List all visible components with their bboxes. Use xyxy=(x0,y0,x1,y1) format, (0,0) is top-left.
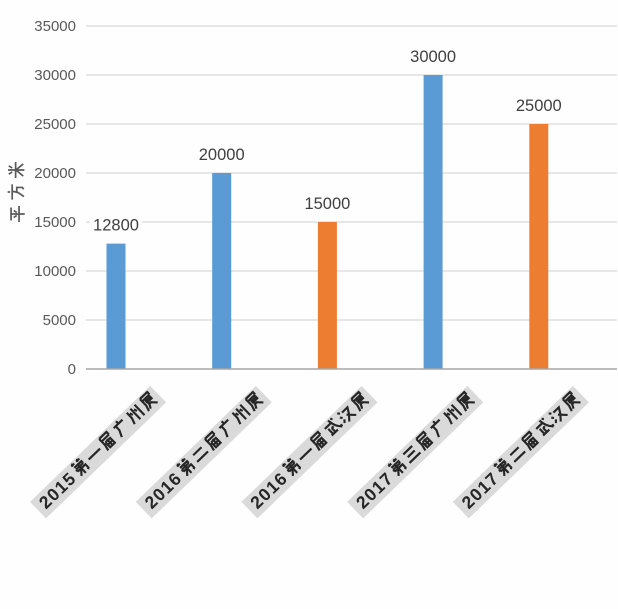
svg-text:35000: 35000 xyxy=(34,18,76,35)
svg-text:12800: 12800 xyxy=(93,217,139,235)
svg-text:30000: 30000 xyxy=(410,48,456,66)
svg-text:20000: 20000 xyxy=(199,146,245,164)
svg-text:30000: 30000 xyxy=(34,67,76,84)
svg-text:25000: 25000 xyxy=(516,97,562,115)
svg-text:25000: 25000 xyxy=(34,116,76,133)
svg-text:15000: 15000 xyxy=(34,214,76,231)
svg-text:15000: 15000 xyxy=(304,195,350,213)
svg-text:5000: 5000 xyxy=(43,312,76,329)
svg-text:20000: 20000 xyxy=(34,165,76,182)
svg-text:10000: 10000 xyxy=(34,263,76,280)
svg-text:0: 0 xyxy=(68,361,76,378)
